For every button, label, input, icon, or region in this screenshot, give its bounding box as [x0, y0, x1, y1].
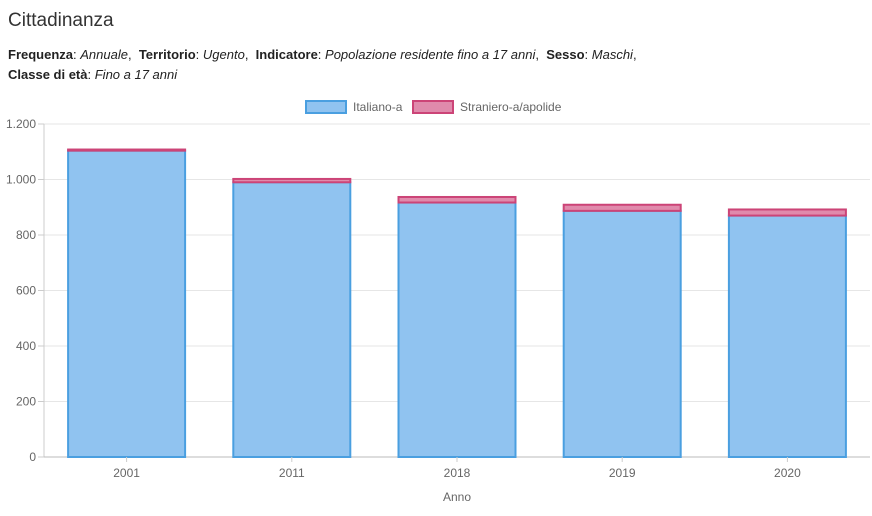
bar-straniero-2018 — [397, 195, 517, 204]
bar-italiano-2019 — [562, 209, 682, 458]
x-axis-title: Anno — [443, 490, 471, 504]
y-tick-label: 400 — [16, 339, 36, 353]
bar-italiano-2020 — [727, 214, 847, 458]
bar-straniero-2020 — [727, 208, 847, 217]
page-title: Cittadinanza — [8, 10, 114, 31]
y-tick-label: 0 — [29, 450, 36, 464]
filter-key: Sesso — [546, 47, 585, 62]
x-tick-label: 2020 — [774, 466, 801, 480]
x-tick-label: 2019 — [609, 466, 636, 480]
filter-value: Fino a 17 anni — [94, 67, 178, 82]
x-tick-label: 2018 — [444, 466, 471, 480]
filter-item: Classe di età: Fino a 17 anni — [8, 67, 178, 82]
filter-value: Ugento — [202, 47, 245, 62]
filter-item: Frequenza: Annuale, — [8, 47, 132, 62]
x-tick-label: 2001 — [113, 466, 140, 480]
filter-key: Territorio — [138, 47, 196, 62]
legend-label-italiano[interactable]: Italiano-a — [353, 100, 403, 114]
x-tick-label: 2011 — [279, 466, 305, 480]
legend-swatch-italiano[interactable] — [305, 100, 347, 114]
filter-item: Indicatore: Popolazione residente fino a… — [255, 47, 539, 62]
y-tick-label: 1.000 — [6, 173, 36, 187]
bar-straniero-2001 — [67, 148, 187, 152]
filter-value: Popolazione residente fino a 17 anni — [325, 47, 536, 62]
filter-key: Indicatore — [255, 47, 318, 62]
y-tick-label: 600 — [16, 284, 36, 298]
y-tick-label: 200 — [16, 395, 36, 409]
legend-label-straniero[interactable]: Straniero-a/apolide — [460, 100, 562, 114]
filter-item: Territorio: Ugento, — [138, 47, 249, 62]
y-tick-label: 1.200 — [6, 117, 36, 131]
filter-item: Sesso: Maschi, — [546, 47, 637, 62]
legend-swatch-straniero[interactable] — [412, 100, 454, 114]
y-tick-label: 800 — [16, 228, 36, 242]
filter-value: Maschi — [591, 47, 633, 62]
filter-summary: Frequenza: Annuale, Territorio: Ugento, … — [8, 45, 868, 85]
filter-value: Annuale — [80, 47, 128, 62]
bar-italiano-2011 — [232, 181, 352, 458]
bar-italiano-2001 — [67, 149, 187, 458]
bar-straniero-2011 — [232, 177, 352, 184]
bar-straniero-2019 — [562, 203, 682, 212]
filter-key: Frequenza — [8, 47, 74, 62]
bar-italiano-2018 — [397, 201, 517, 458]
filter-key: Classe di età — [8, 67, 88, 82]
